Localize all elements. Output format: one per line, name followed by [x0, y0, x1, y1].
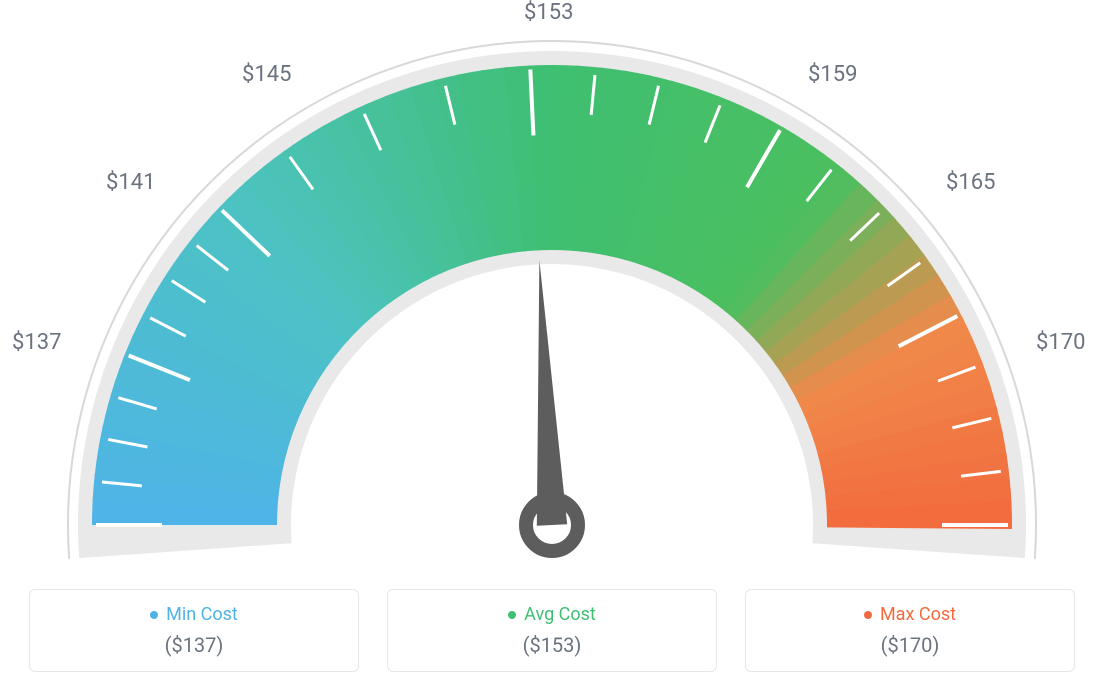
gauge-tick-label: $145: [242, 62, 291, 87]
legend-value: ($137): [30, 633, 358, 657]
legend-dot-icon: [150, 611, 158, 619]
legend-title-text: Max Cost: [880, 604, 956, 625]
legend-title: Avg Cost: [508, 604, 596, 625]
legend-title: Min Cost: [150, 604, 238, 625]
gauge-tick-label: $159: [808, 62, 857, 87]
gauge-chart: $137 $141 $145 $153 $159 $165 $170: [0, 0, 1104, 560]
legend-dot-icon: [508, 611, 516, 619]
legend-title-text: Min Cost: [166, 604, 238, 625]
legend-row: Min Cost ($137) Avg Cost ($153) Max Cost ($17…: [0, 589, 1104, 673]
legend-value: ($170): [746, 633, 1074, 657]
gauge-tick-label: $170: [1036, 330, 1085, 355]
legend-title: Max Cost: [864, 604, 956, 625]
gauge-svg: [0, 0, 1104, 560]
legend-title-text: Avg Cost: [524, 604, 596, 625]
legend-dot-icon: [864, 611, 872, 619]
legend-value: ($153): [388, 633, 716, 657]
gauge-tick-label: $137: [12, 330, 61, 355]
legend-box-max: Max Cost ($170): [745, 589, 1075, 673]
legend-box-min: Min Cost ($137): [29, 589, 359, 673]
gauge-tick-label: $141: [106, 170, 155, 195]
legend-box-avg: Avg Cost ($153): [387, 589, 717, 673]
gauge-tick-label: $165: [946, 170, 995, 195]
gauge-tick-label: $153: [524, 0, 573, 25]
